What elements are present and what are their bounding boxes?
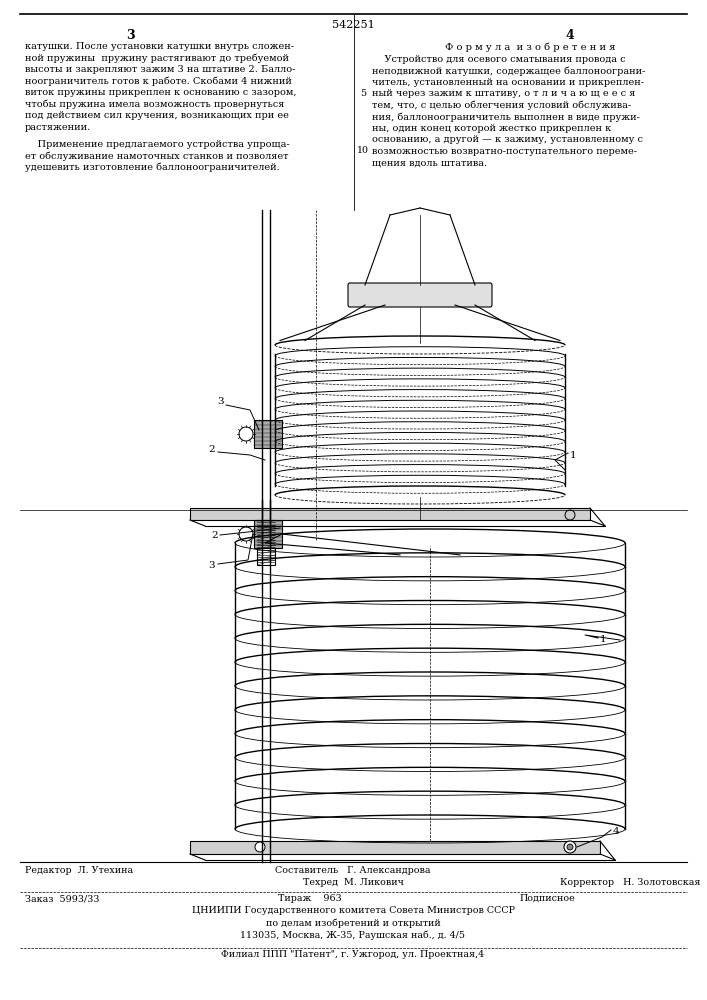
- Bar: [190, 508, 590, 520]
- Bar: [254, 520, 282, 548]
- Text: 3: 3: [217, 397, 224, 406]
- Text: по делам изобретений и открытий: по делам изобретений и открытий: [266, 918, 440, 928]
- Bar: [190, 841, 600, 854]
- Text: 2: 2: [209, 446, 215, 454]
- Text: под действием сил кручения, возникающих при ее: под действием сил кручения, возникающих …: [25, 111, 289, 120]
- Text: Подписное: Подписное: [520, 894, 575, 903]
- Text: Редактор  Л. Утехина: Редактор Л. Утехина: [25, 866, 133, 875]
- Text: Составитель   Г. Александрова: Составитель Г. Александрова: [275, 866, 431, 875]
- Text: ны, один конец которой жестко прикреплен к: ны, один конец которой жестко прикреплен…: [372, 124, 612, 133]
- Text: ет обслуживание намоточных станков и позволяет: ет обслуживание намоточных станков и поз…: [25, 151, 288, 161]
- Text: ЦНИИПИ Государственного комитета Совета Министров СССР: ЦНИИПИ Государственного комитета Совета …: [192, 906, 515, 915]
- Text: ния, баллоноограничитель выполнен в виде пружи-: ния, баллоноограничитель выполнен в виде…: [372, 112, 640, 122]
- Text: Техред  М. Ликович: Техред М. Ликович: [303, 878, 404, 887]
- Text: Применение предлагаемого устройства упроща-: Применение предлагаемого устройства упро…: [25, 140, 290, 149]
- Bar: [254, 420, 282, 448]
- Text: щения вдоль штатива.: щения вдоль штатива.: [372, 158, 487, 167]
- Text: 3: 3: [126, 29, 134, 42]
- Circle shape: [567, 844, 573, 850]
- Circle shape: [564, 841, 576, 853]
- Text: удешевить изготовление баллоноограничителей.: удешевить изготовление баллоноограничите…: [25, 163, 280, 172]
- Text: ный через зажим к штативу, о т л и ч а ю щ е е с я: ный через зажим к штативу, о т л и ч а ю…: [372, 90, 636, 99]
- Text: Корректор   Н. Золотовская: Корректор Н. Золотовская: [560, 878, 701, 887]
- Text: Заказ  5993/33: Заказ 5993/33: [25, 894, 100, 903]
- Text: виток пружины прикреплен к основанию с зазором,: виток пружины прикреплен к основанию с з…: [25, 88, 296, 97]
- Circle shape: [565, 510, 575, 520]
- Text: 113035, Москва, Ж-35, Раушская наб., д. 4/5: 113035, Москва, Ж-35, Раушская наб., д. …: [240, 930, 465, 940]
- FancyBboxPatch shape: [348, 283, 492, 307]
- Text: ной пружины  пружину растягивают до требуемой: ной пружины пружину растягивают до требу…: [25, 53, 289, 63]
- Text: растяжении.: растяжении.: [25, 122, 91, 131]
- Text: Устройство для осевого сматывания провода с: Устройство для осевого сматывания провод…: [372, 55, 626, 64]
- Text: катушки. После установки катушки внутрь сложен-: катушки. После установки катушки внутрь …: [25, 42, 294, 51]
- Text: 4: 4: [566, 29, 574, 42]
- Circle shape: [239, 427, 253, 441]
- Text: Тираж    963: Тираж 963: [278, 894, 342, 903]
- Text: неподвижной катушки, содержащее баллоноограни-: неподвижной катушки, содержащее баллоноо…: [372, 66, 645, 76]
- Text: 1: 1: [570, 450, 577, 460]
- Circle shape: [255, 842, 265, 852]
- Text: Ф о р м у л а  и з о б р е т е н и я: Ф о р м у л а и з о б р е т е н и я: [445, 42, 615, 51]
- Text: чтобы пружина имела возможность провернуться: чтобы пружина имела возможность проверну…: [25, 100, 284, 109]
- Text: читель, установленный на основании и прикреплен-: читель, установленный на основании и при…: [372, 78, 644, 87]
- Text: ноограничитель готов к работе. Скобами 4 нижний: ноограничитель готов к работе. Скобами 4…: [25, 77, 292, 86]
- Text: тем, что, с целью облегчения условий обслужива-: тем, что, с целью облегчения условий обс…: [372, 101, 631, 110]
- Text: 542251: 542251: [332, 20, 375, 30]
- Text: 5: 5: [360, 89, 366, 98]
- Circle shape: [239, 527, 253, 541]
- Text: возможностью возвратно-поступательного переме-: возможностью возвратно-поступательного п…: [372, 147, 637, 156]
- Text: основанию, а другой — к зажиму, установленному с: основанию, а другой — к зажиму, установл…: [372, 135, 643, 144]
- Text: 2: 2: [211, 530, 218, 540]
- Text: 4: 4: [613, 828, 619, 836]
- Text: 1: 1: [600, 636, 607, 645]
- Text: Филиал ППП "Патент", г. Ужгород, ул. Проектная,4: Филиал ППП "Патент", г. Ужгород, ул. Про…: [221, 950, 484, 959]
- Text: высоты и закрепляют зажим 3 на штативе 2. Балло-: высоты и закрепляют зажим 3 на штативе 2…: [25, 65, 296, 74]
- Bar: [257, 520, 275, 565]
- Text: 3: 3: [209, 560, 215, 570]
- Text: 10: 10: [357, 146, 369, 155]
